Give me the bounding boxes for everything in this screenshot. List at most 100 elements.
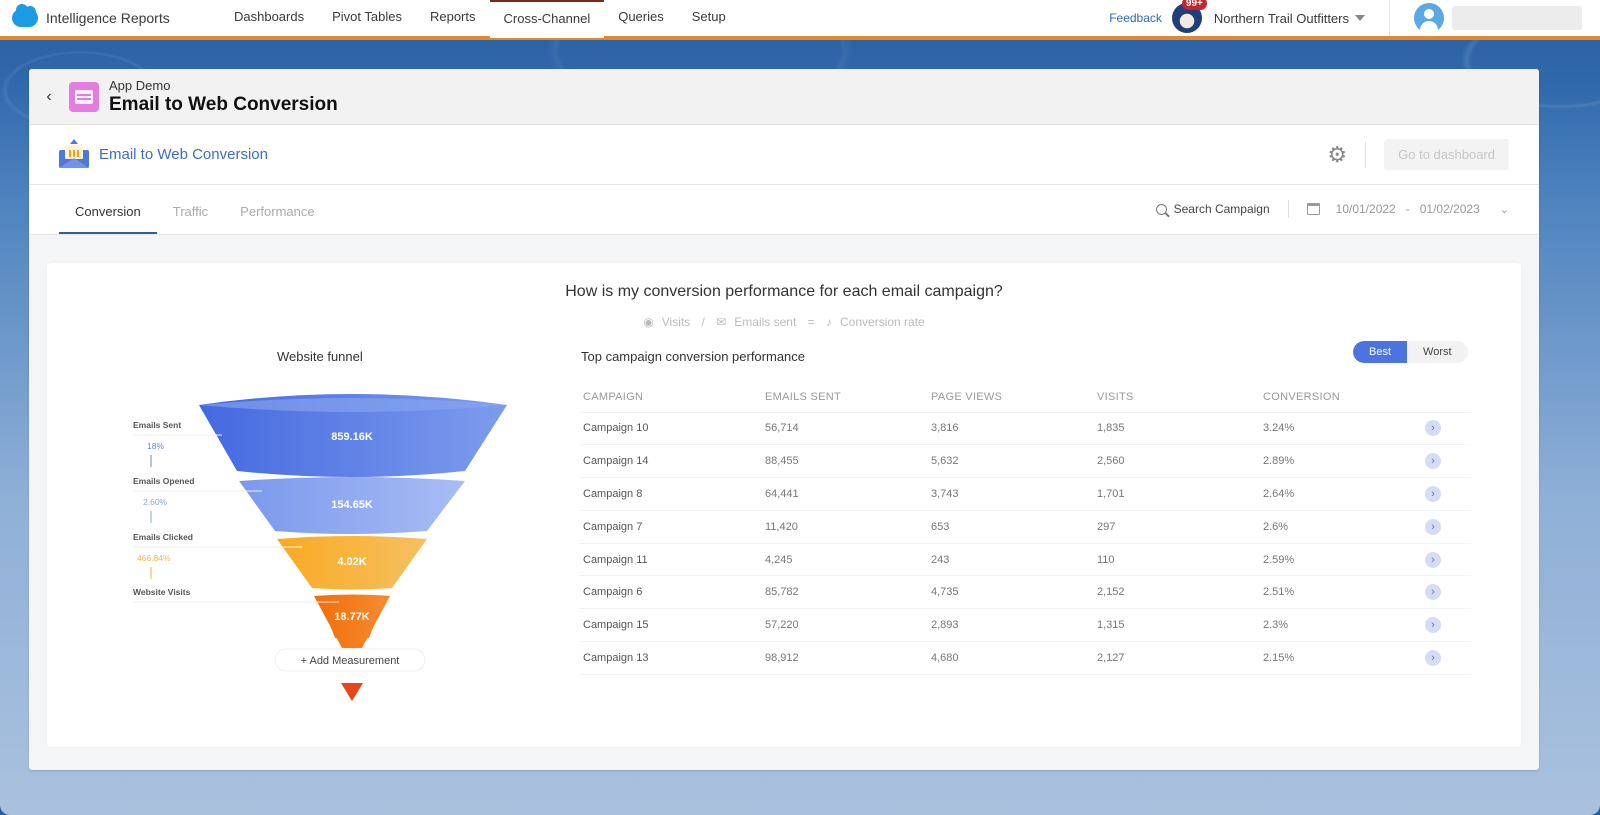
conversion-panel: How is my conversion performance for eac… xyxy=(47,263,1521,747)
table-row[interactable]: Campaign 15 57,220 2,893 1,315 2.3% › xyxy=(579,608,1471,643)
cell-campaign: Campaign 13 xyxy=(579,641,761,675)
nav-item-pivot-tables[interactable]: Pivot Tables xyxy=(332,8,402,24)
caret-down-icon xyxy=(1355,15,1365,21)
report-subheader: Email to Web Conversion ⚙ Go to dashboar… xyxy=(29,125,1539,185)
tab-performance[interactable]: Performance xyxy=(240,204,315,219)
date-to[interactable]: 01/02/2023 xyxy=(1419,202,1480,216)
rate-sent-opened: 18% xyxy=(147,441,164,451)
nav-item-cross-channel[interactable]: Cross-Channel xyxy=(489,0,605,38)
col-visits[interactable]: VISITS xyxy=(1093,382,1259,413)
go-to-dashboard-button[interactable]: Go to dashboard xyxy=(1384,139,1509,170)
cell-campaign: Campaign 15 xyxy=(579,608,761,643)
back-chevron-icon[interactable]: ‹ xyxy=(46,87,52,105)
brand[interactable]: Intelligence Reports xyxy=(0,4,220,27)
main-card: ‹ App Demo Email to Web Conversion Email… xyxy=(29,69,1539,770)
tab-traffic[interactable]: Traffic xyxy=(172,204,209,219)
formula-equals: = xyxy=(807,315,815,329)
cell-conversion: 2.3% xyxy=(1259,608,1421,643)
tabs-bar: Conversion Traffic Performance Search Ca… xyxy=(29,185,1539,235)
notifications-mascot-icon[interactable]: 99+ xyxy=(1171,0,1207,33)
feedback-link[interactable]: Feedback xyxy=(1109,11,1162,25)
cell-campaign: Campaign 6 xyxy=(579,575,761,610)
chevron-down-icon[interactable]: ⌄ xyxy=(1499,203,1509,216)
funnel-chart: 859.16K 154.65K 4.02K 18.77K Emails Sent… xyxy=(133,394,507,701)
cell-emails-sent: 64,441 xyxy=(761,477,927,511)
nav-items: Dashboards Pivot Tables Reports Cross-Ch… xyxy=(220,0,740,38)
table-row[interactable]: Campaign 11 4,245 243 110 2.59% › xyxy=(579,543,1471,577)
nav-item-dashboards[interactable]: Dashboards xyxy=(234,8,305,24)
cell-campaign: Campaign 11 xyxy=(579,543,761,577)
chevron-right-icon[interactable]: › xyxy=(1425,617,1441,634)
funnel-stage-emails-clicked[interactable] xyxy=(277,536,427,590)
formula-visits: Visits xyxy=(661,315,691,329)
funnel-stage-emails-sent[interactable] xyxy=(199,394,507,477)
cell-emails-sent: 57,220 xyxy=(761,608,927,643)
chevron-right-icon[interactable]: › xyxy=(1425,453,1441,470)
table-row[interactable]: Campaign 14 88,455 5,632 2,560 2.89% › xyxy=(579,444,1471,479)
cell-emails-sent: 4,245 xyxy=(761,543,927,577)
search-label: Search Campaign xyxy=(1173,202,1270,216)
user-name-redacted xyxy=(1452,6,1582,30)
search-campaign-input[interactable]: Search Campaign xyxy=(1155,200,1289,218)
table-row[interactable]: Campaign 10 56,714 3,816 1,835 3.24% › xyxy=(579,412,1471,446)
stage-value-emails-clicked: 4.02K xyxy=(337,556,366,568)
cell-conversion: 2.6% xyxy=(1259,510,1421,544)
report-title: Email to Web Conversion xyxy=(99,146,268,163)
cell-conversion: 2.64% xyxy=(1259,477,1421,511)
col-conversion[interactable]: CONVERSION xyxy=(1259,382,1421,413)
table-title: Top campaign conversion performance xyxy=(581,349,806,364)
campaign-table: CAMPAIGN EMAILS SENT PAGE VIEWS VISITS C… xyxy=(579,382,1471,675)
add-measurement-button[interactable]: + Add Measurement xyxy=(274,648,426,672)
formula: ◉ Visits / ✉ Emails sent = ♪ Conversion rat… xyxy=(47,315,1521,329)
cell-campaign: Campaign 10 xyxy=(579,412,761,446)
nav-item-queries[interactable]: Queries xyxy=(618,8,664,24)
best-worst-toggle: Best Worst xyxy=(1353,341,1468,363)
chevron-right-icon[interactable]: › xyxy=(1425,485,1441,502)
worst-toggle-button[interactable]: Worst xyxy=(1407,341,1468,363)
nav-item-setup[interactable]: Setup xyxy=(691,8,726,24)
table-row[interactable]: Campaign 13 98,912 4,680 2,127 2.15% › xyxy=(579,641,1471,675)
best-toggle-button[interactable]: Best xyxy=(1353,341,1408,363)
table-row[interactable]: Campaign 6 85,782 4,735 2,152 2.51% › xyxy=(579,575,1471,610)
panel-question: How is my conversion performance for eac… xyxy=(565,283,1003,300)
calendar-icon[interactable] xyxy=(1306,203,1320,215)
cell-visits: 1,315 xyxy=(1093,608,1259,643)
salesforce-cloud-icon xyxy=(12,4,38,27)
chevron-right-icon[interactable]: › xyxy=(1425,518,1441,535)
user-menu[interactable] xyxy=(1390,3,1600,33)
email-chart-icon xyxy=(59,138,89,168)
col-page-views[interactable]: PAGE VIEWS xyxy=(927,382,1093,413)
cell-emails-sent: 56,714 xyxy=(761,412,927,446)
date-from[interactable]: 10/01/2022 xyxy=(1335,202,1396,216)
table-row[interactable]: Campaign 8 64,441 3,743 1,701 2.64% › xyxy=(579,477,1471,511)
stage-value-emails-opened: 154.65K xyxy=(331,499,373,511)
nav-item-reports[interactable]: Reports xyxy=(429,8,476,24)
org-switcher[interactable]: Northern Trail Outfitters xyxy=(1214,0,1390,36)
gear-icon[interactable]: ⚙ xyxy=(1327,141,1348,167)
cell-conversion: 3.24% xyxy=(1259,412,1421,446)
funnel-stage-emails-opened[interactable] xyxy=(239,477,465,534)
cell-page-views: 3,816 xyxy=(927,412,1093,446)
chevron-right-icon[interactable]: › xyxy=(1425,649,1441,666)
chevron-right-icon[interactable]: › xyxy=(1425,551,1441,568)
cell-emails-sent: 98,912 xyxy=(761,641,927,675)
table-row[interactable]: Campaign 7 11,420 653 297 2.6% › xyxy=(579,510,1471,544)
page-header: ‹ App Demo Email to Web Conversion xyxy=(29,69,1539,125)
cell-page-views: 653 xyxy=(927,510,1093,544)
report-app-icon xyxy=(69,81,99,112)
formula-conversion-rate: Conversion rate xyxy=(840,315,925,329)
stage-label-emails-sent: Emails Sent xyxy=(133,420,181,430)
chevron-right-icon[interactable]: › xyxy=(1425,420,1441,437)
col-emails-sent[interactable]: EMAILS SENT xyxy=(761,382,927,413)
cell-visits: 1,835 xyxy=(1093,412,1259,446)
chevron-right-icon[interactable]: › xyxy=(1425,584,1441,601)
cell-campaign: Campaign 8 xyxy=(579,477,761,511)
search-icon xyxy=(1155,203,1167,215)
cell-page-views: 5,632 xyxy=(927,444,1093,479)
tab-conversion[interactable]: Conversion xyxy=(59,204,157,234)
col-campaign[interactable]: CAMPAIGN xyxy=(579,382,761,413)
email-icon: ✉ xyxy=(716,315,727,329)
breadcrumb[interactable]: App Demo xyxy=(109,77,171,93)
svg-text:+ Add Measurement: + Add Measurement xyxy=(301,655,400,667)
cell-emails-sent: 88,455 xyxy=(761,444,927,479)
